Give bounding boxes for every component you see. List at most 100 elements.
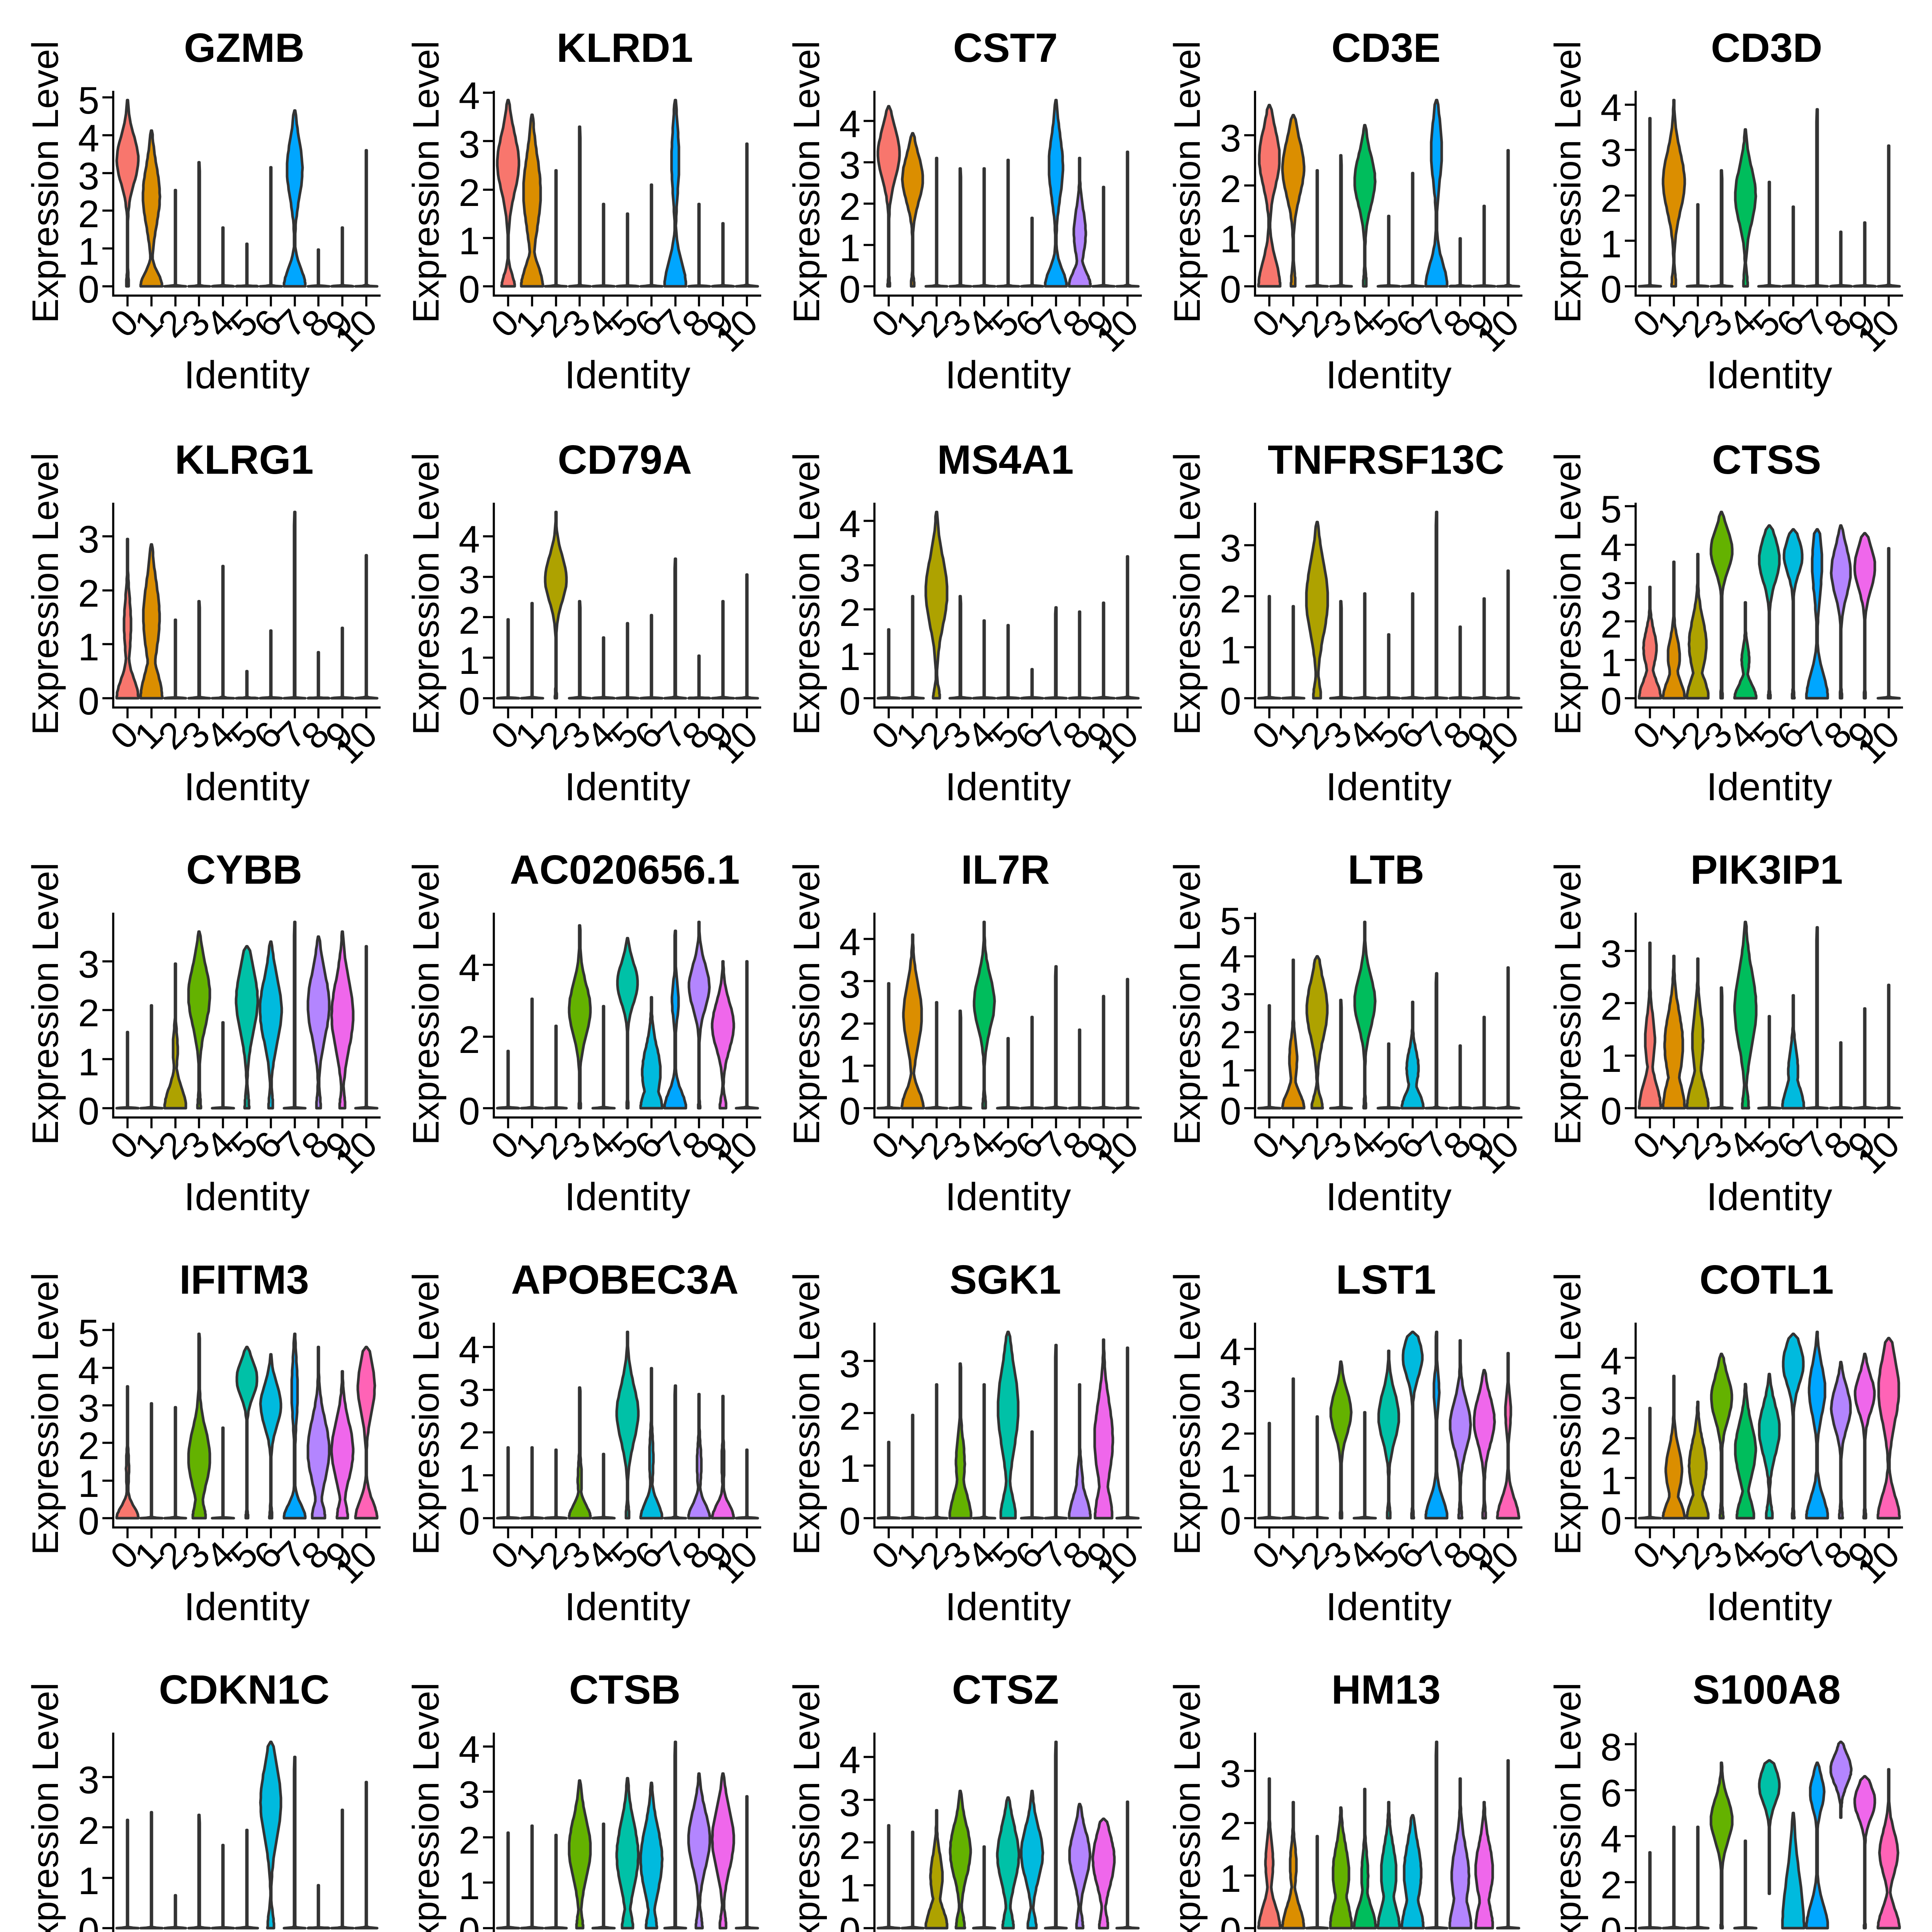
- svg-text:CST7: CST7: [953, 25, 1058, 71]
- svg-text:1: 1: [1220, 1857, 1241, 1900]
- svg-text:4: 4: [1600, 1340, 1622, 1383]
- svg-text:0: 0: [78, 268, 99, 311]
- svg-text:S100A8: S100A8: [1692, 1667, 1840, 1713]
- svg-text:Identity: Identity: [1706, 1175, 1832, 1219]
- svg-text:IFITM3: IFITM3: [179, 1257, 309, 1303]
- svg-text:GZMB: GZMB: [184, 25, 304, 71]
- svg-text:0: 0: [839, 1090, 861, 1133]
- svg-text:IL7R: IL7R: [961, 847, 1050, 893]
- svg-text:3: 3: [78, 518, 99, 561]
- svg-text:0: 0: [1600, 1090, 1622, 1133]
- svg-text:Identity: Identity: [565, 1175, 690, 1219]
- svg-text:CD79A: CD79A: [558, 437, 692, 483]
- svg-text:3: 3: [839, 1342, 861, 1385]
- svg-text:2: 2: [839, 1395, 861, 1438]
- svg-text:0: 0: [839, 680, 861, 723]
- svg-text:3: 3: [1220, 1373, 1241, 1416]
- svg-text:SGK1: SGK1: [950, 1257, 1061, 1303]
- svg-text:CYBB: CYBB: [186, 847, 302, 893]
- svg-text:2: 2: [1600, 603, 1622, 646]
- svg-text:2: 2: [839, 185, 861, 228]
- svg-text:CD3E: CD3E: [1332, 25, 1441, 71]
- svg-text:1: 1: [1220, 1052, 1241, 1095]
- svg-text:Identity: Identity: [565, 1585, 690, 1629]
- svg-text:0: 0: [1220, 1090, 1241, 1133]
- svg-text:1: 1: [1600, 1459, 1622, 1502]
- svg-text:0: 0: [459, 1090, 480, 1133]
- svg-text:Expression Level: Expression Level: [405, 452, 447, 735]
- svg-text:2: 2: [78, 572, 99, 615]
- svg-text:4: 4: [1220, 1330, 1241, 1373]
- svg-text:2: 2: [459, 599, 480, 642]
- svg-text:4: 4: [839, 1738, 861, 1781]
- svg-text:Expression Level: Expression Level: [405, 41, 447, 323]
- svg-text:AC020656.1: AC020656.1: [510, 847, 740, 893]
- svg-text:0: 0: [459, 268, 480, 311]
- svg-text:6: 6: [1600, 1772, 1622, 1815]
- svg-text:Identity: Identity: [945, 765, 1071, 809]
- svg-text:0: 0: [459, 680, 480, 723]
- svg-text:3: 3: [78, 1759, 99, 1801]
- svg-text:CTSZ: CTSZ: [952, 1667, 1059, 1713]
- svg-text:1: 1: [78, 1462, 99, 1505]
- svg-text:0: 0: [78, 1090, 99, 1133]
- svg-text:0: 0: [459, 1910, 480, 1932]
- svg-text:Expression Level: Expression Level: [1167, 862, 1208, 1145]
- svg-text:2: 2: [1600, 177, 1622, 220]
- svg-text:2: 2: [1220, 578, 1241, 621]
- svg-text:Expression Level: Expression Level: [786, 862, 827, 1145]
- svg-text:Expression Level: Expression Level: [25, 1682, 66, 1932]
- svg-text:0: 0: [839, 1910, 861, 1932]
- svg-text:4: 4: [1600, 1818, 1622, 1861]
- svg-text:CTSB: CTSB: [569, 1667, 681, 1713]
- svg-text:2: 2: [459, 1819, 480, 1862]
- svg-text:1: 1: [1220, 218, 1241, 260]
- svg-text:0: 0: [1600, 1910, 1622, 1932]
- svg-text:Expression Level: Expression Level: [1167, 452, 1208, 735]
- svg-text:3: 3: [459, 558, 480, 601]
- svg-text:Identity: Identity: [1706, 765, 1832, 809]
- svg-text:Identity: Identity: [565, 765, 690, 809]
- svg-text:CDKN1C: CDKN1C: [159, 1667, 330, 1713]
- svg-text:2: 2: [1600, 1420, 1622, 1463]
- svg-text:0: 0: [459, 1500, 480, 1543]
- svg-text:0: 0: [1220, 1500, 1241, 1543]
- svg-text:0: 0: [839, 268, 861, 311]
- svg-text:0: 0: [839, 1500, 861, 1543]
- svg-text:2: 2: [839, 1005, 861, 1048]
- svg-text:3: 3: [1600, 1379, 1622, 1422]
- svg-text:4: 4: [839, 502, 861, 545]
- svg-text:3: 3: [1600, 131, 1622, 174]
- svg-text:2: 2: [78, 1809, 99, 1852]
- svg-text:3: 3: [1220, 527, 1241, 570]
- svg-text:Expression Level: Expression Level: [1167, 1682, 1208, 1932]
- svg-text:1: 1: [1220, 1458, 1241, 1500]
- svg-text:HM13: HM13: [1332, 1667, 1441, 1713]
- svg-text:Expression Level: Expression Level: [786, 1682, 827, 1932]
- svg-text:4: 4: [78, 117, 99, 160]
- svg-text:1: 1: [459, 219, 480, 262]
- svg-text:Identity: Identity: [1326, 1175, 1452, 1219]
- svg-text:Expression Level: Expression Level: [405, 1682, 447, 1932]
- svg-text:Identity: Identity: [945, 1585, 1071, 1629]
- svg-text:2: 2: [459, 1018, 480, 1061]
- svg-text:4: 4: [459, 1328, 480, 1371]
- svg-text:3: 3: [78, 155, 99, 197]
- svg-text:4: 4: [459, 518, 480, 561]
- svg-text:1: 1: [839, 635, 861, 678]
- svg-text:Expression Level: Expression Level: [786, 452, 827, 735]
- svg-text:Identity: Identity: [1706, 354, 1832, 397]
- svg-text:Identity: Identity: [1706, 1585, 1832, 1629]
- svg-text:1: 1: [78, 1041, 99, 1083]
- svg-text:TNFRSF13C: TNFRSF13C: [1268, 437, 1505, 483]
- svg-text:8: 8: [1600, 1726, 1622, 1769]
- svg-text:3: 3: [1600, 932, 1622, 975]
- svg-text:Identity: Identity: [184, 765, 310, 809]
- svg-text:4: 4: [1600, 526, 1622, 569]
- svg-text:4: 4: [459, 74, 480, 117]
- svg-text:1: 1: [78, 626, 99, 668]
- svg-text:3: 3: [78, 943, 99, 986]
- svg-text:Expression Level: Expression Level: [786, 41, 827, 323]
- svg-text:CTSS: CTSS: [1712, 437, 1821, 483]
- svg-text:Identity: Identity: [184, 354, 310, 397]
